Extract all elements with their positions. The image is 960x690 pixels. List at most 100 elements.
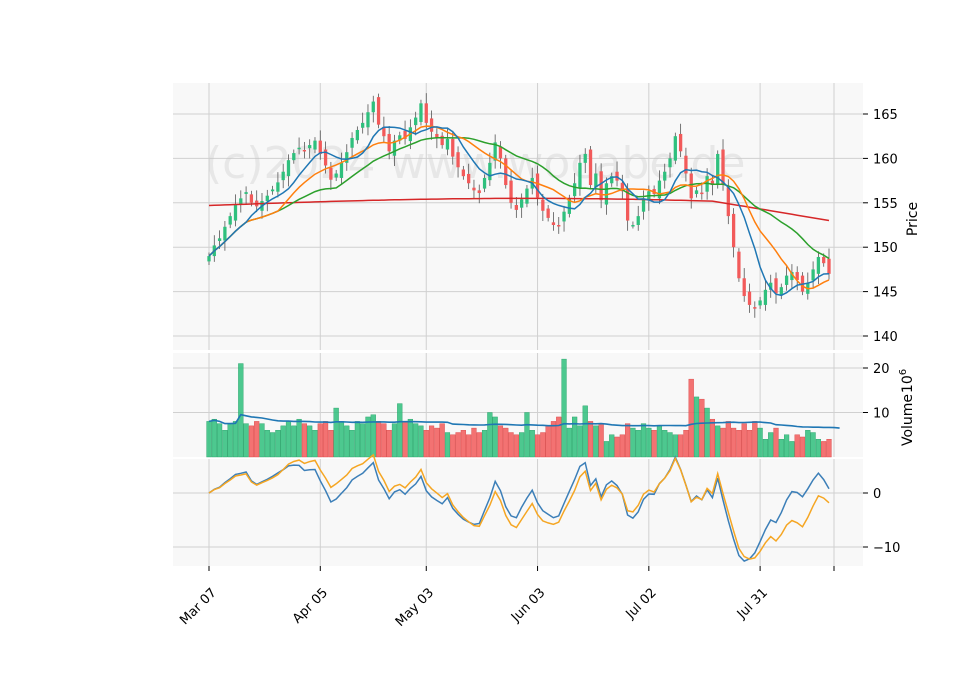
volume-bar: [693, 396, 700, 458]
volume-bar: [381, 423, 387, 458]
candle-up: [207, 256, 211, 262]
volume-bar: [418, 425, 424, 458]
volume-bar: [826, 439, 832, 458]
candle-up: [583, 153, 587, 163]
volume-bar: [609, 434, 615, 458]
candle-up: [308, 145, 312, 149]
candle-up: [286, 160, 291, 177]
volume-bar: [492, 416, 498, 458]
volume-bar: [238, 363, 244, 458]
volume-bar: [821, 441, 827, 458]
candle-up: [276, 182, 280, 192]
volume-bar: [344, 425, 350, 458]
candle-down: [440, 135, 444, 146]
candle-down: [620, 182, 624, 192]
volume-bar: [333, 407, 339, 458]
candle-up: [488, 162, 492, 181]
volume-bar: [768, 432, 774, 458]
candle-down: [721, 149, 725, 186]
volume-bar: [301, 423, 307, 458]
volume-axis-title: Volume: [900, 394, 916, 446]
candle-down: [424, 103, 428, 123]
candle-up: [594, 173, 598, 188]
volume-bar: [375, 421, 382, 458]
volume-bar: [466, 434, 472, 458]
volume-bar: [635, 430, 641, 458]
candle-up: [657, 180, 662, 199]
candle-up: [779, 287, 783, 296]
candle-down: [467, 173, 471, 184]
price-tick-label: 150: [873, 241, 898, 256]
candle-down: [747, 291, 752, 305]
volume-bar: [805, 430, 811, 458]
volume-bar: [397, 403, 403, 458]
volume-bar: [285, 421, 292, 458]
volume-bar: [439, 423, 445, 458]
candle-down: [504, 158, 508, 186]
candle-down: [318, 140, 322, 154]
volume-bar: [434, 427, 440, 458]
volume-bar: [646, 427, 652, 458]
volume-bar: [386, 430, 392, 458]
candle-down: [710, 180, 715, 186]
candle-up: [414, 117, 418, 126]
volume-bar: [561, 358, 567, 458]
candle-down: [456, 152, 460, 168]
volume-bar: [577, 425, 583, 458]
candle-up: [816, 256, 821, 274]
candle-up: [811, 269, 815, 281]
candle-up: [769, 282, 773, 290]
candle-down: [684, 155, 688, 174]
candle-down: [403, 130, 407, 139]
candle-down: [731, 213, 736, 248]
candle-down: [678, 133, 683, 152]
candle-down: [726, 187, 730, 217]
volume-bar: [354, 421, 360, 458]
volume-bar: [476, 432, 482, 458]
candle-up: [339, 162, 344, 178]
volume-bar: [529, 430, 535, 458]
candle-up: [281, 171, 285, 181]
volume-bar: [402, 421, 408, 458]
volume-bar: [291, 425, 297, 458]
candle-up: [668, 158, 672, 168]
volume-bar: [349, 430, 355, 458]
volume-bar: [550, 421, 557, 458]
candle-down: [249, 194, 254, 203]
volume-bar: [640, 423, 647, 458]
candle-up: [392, 140, 397, 156]
volume-bar: [619, 434, 625, 458]
volume-bar: [328, 430, 334, 458]
volume-bar: [264, 430, 270, 458]
volume-bar: [545, 425, 551, 458]
candle-down: [382, 126, 386, 137]
candle-down: [625, 189, 630, 221]
volume-bar: [270, 432, 276, 458]
volume-bar: [725, 421, 731, 458]
candle-up: [525, 188, 529, 204]
volume-bar: [662, 430, 668, 458]
candle-down: [429, 118, 434, 132]
volume-bar: [784, 434, 790, 458]
volume-bar: [508, 432, 514, 458]
volume-bar: [773, 427, 779, 458]
candle-up: [694, 190, 699, 194]
volume-bar: [413, 423, 419, 458]
volume-bar: [503, 427, 509, 458]
volume-bar: [625, 423, 631, 458]
price-tick-label: 140: [873, 330, 898, 345]
volume-bar: [534, 434, 541, 458]
candle-up: [445, 138, 450, 150]
volume-bar: [232, 421, 239, 458]
candle-down: [541, 199, 545, 211]
candle-up: [244, 192, 248, 194]
volume-bar: [460, 430, 466, 458]
price-tick-label: 155: [873, 197, 898, 212]
volume-bar: [762, 439, 768, 458]
candle-up: [562, 211, 566, 222]
volume-bar: [317, 423, 323, 458]
volume-bar: [715, 425, 721, 458]
volume-bar: [815, 439, 821, 458]
x-axis-ticks: Mar 07 Apr 05 May 03 Jun 03 Jul 02 Jul 31: [177, 566, 835, 630]
candle-up: [239, 198, 243, 205]
